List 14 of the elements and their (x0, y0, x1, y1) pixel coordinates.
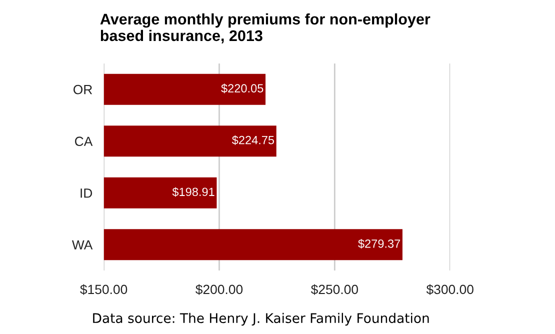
source-note: Data source: The Henry J. Kaiser Family Foundation (93, 312, 429, 326)
data-label: $198.91 (172, 187, 214, 197)
y-tick-label: WA (72, 240, 93, 250)
chart-title: Average monthly premiums for non-employer based insurance, 2013 (100, 13, 430, 44)
x-tick-label: $250.00 (310, 284, 358, 295)
x-tick-label: $300.00 (426, 284, 474, 295)
y-tick-label: CA (75, 136, 93, 146)
y-tick-label: ID (80, 188, 92, 198)
y-tick-label: OR (74, 84, 92, 94)
x-tick-label: $200.00 (196, 284, 243, 295)
data-label: $224.75 (232, 135, 274, 145)
x-tick-label: $150.00 (80, 284, 128, 295)
data-label: $220.05 (221, 84, 264, 94)
data-label: $279.37 (358, 238, 400, 249)
